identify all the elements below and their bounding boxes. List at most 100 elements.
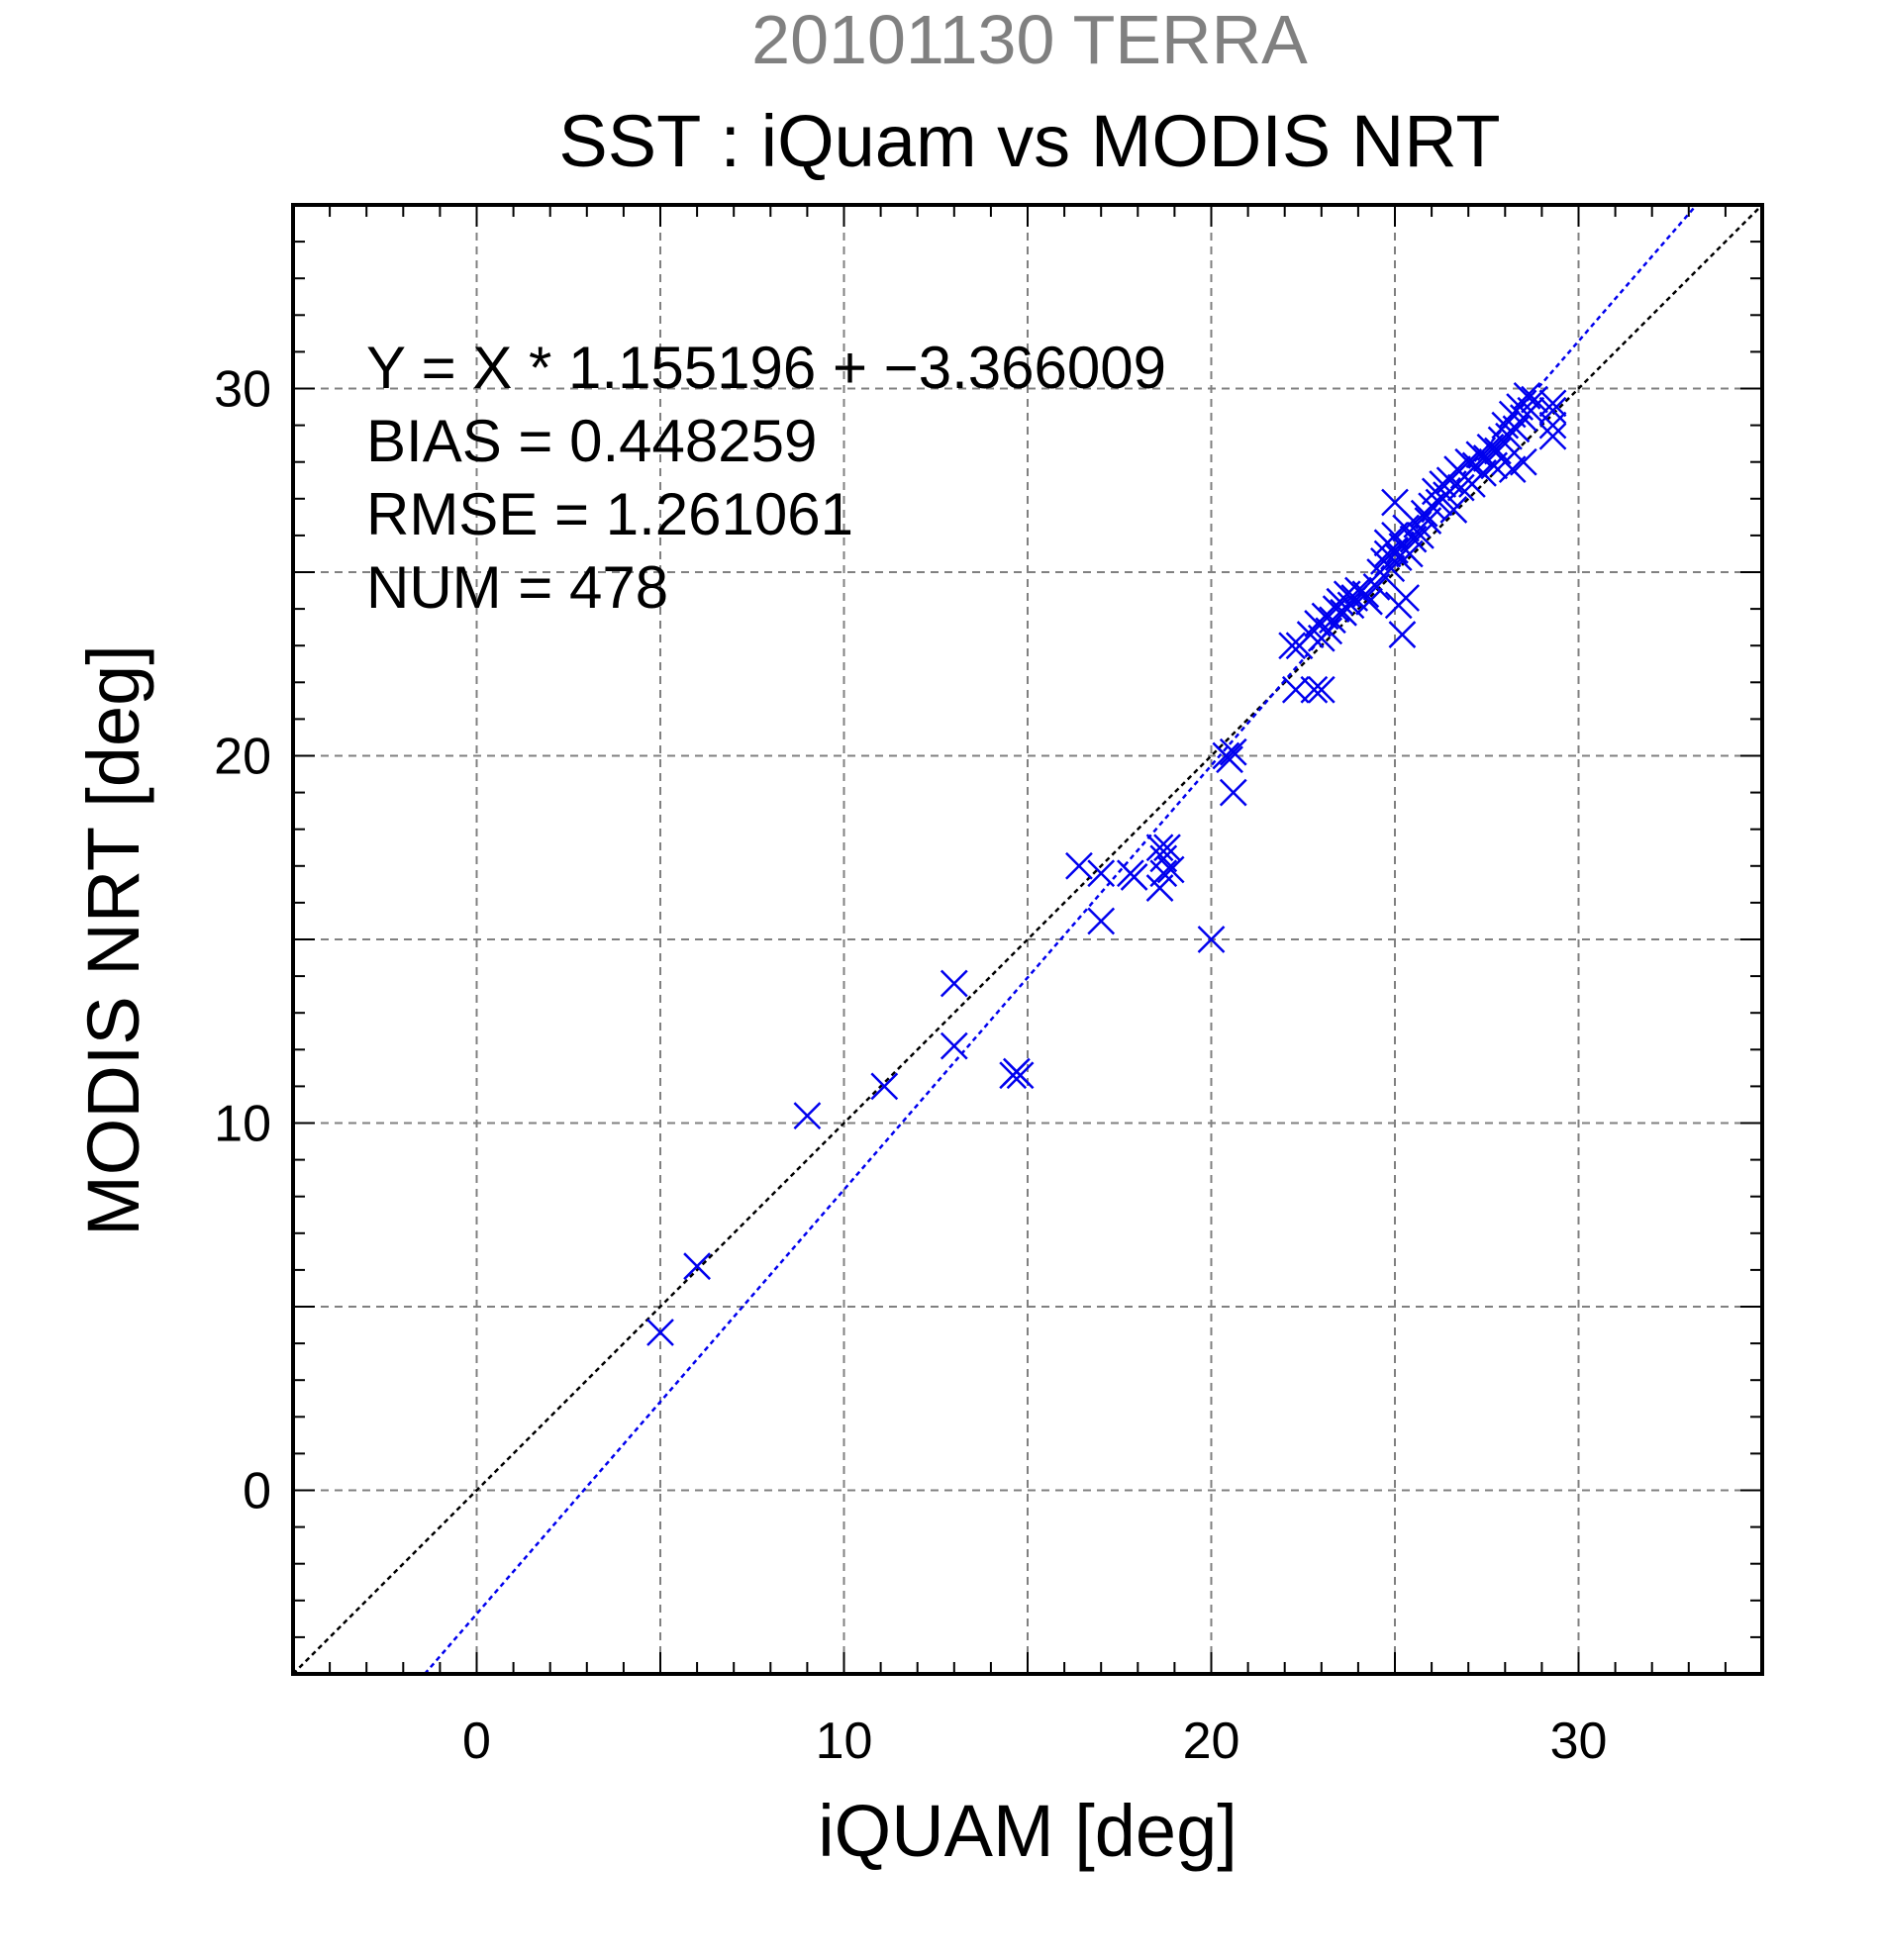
data-point-stroke [1483, 437, 1512, 465]
chart-title: SST : iQuam vs MODIS NRT [558, 100, 1500, 182]
data-point [1219, 737, 1247, 766]
rmse-annotation: RMSE = 1.261061 [366, 481, 853, 547]
data-point-stroke [1336, 591, 1365, 620]
data-point [1145, 833, 1174, 862]
data-point [1065, 851, 1093, 880]
data-point [1087, 859, 1116, 888]
num-annotation: NUM = 478 [366, 554, 668, 621]
data-point [1002, 1057, 1031, 1086]
fit-equation: Y = X * 1.155196 + −3.366009 [366, 335, 1166, 401]
data-point [1219, 778, 1247, 807]
data-point [1336, 591, 1365, 620]
data-point [1517, 396, 1545, 425]
data-point-stroke [1538, 389, 1567, 418]
data-point [1538, 422, 1567, 450]
data-point [646, 1319, 674, 1346]
data-point [1278, 632, 1307, 660]
data-point [683, 1252, 711, 1281]
data-point-stroke [1366, 558, 1395, 586]
data-point [1145, 874, 1174, 902]
data-point-stroke [1521, 385, 1548, 414]
data-point-stroke [1002, 1057, 1031, 1086]
x-tick-label: 30 [1550, 1713, 1608, 1770]
bias-annotation: BIAS = 0.448259 [366, 408, 817, 474]
y-tick-label: 10 [214, 1096, 271, 1153]
x-tick-label: 0 [462, 1713, 491, 1770]
data-point [1156, 855, 1185, 884]
data-point-stroke [1087, 859, 1116, 888]
data-point [1388, 621, 1417, 648]
data-point [1446, 473, 1475, 502]
data-point [1381, 488, 1409, 517]
data-point-stroke [1065, 851, 1093, 880]
data-point-stroke [683, 1252, 711, 1281]
data-point [1521, 385, 1548, 414]
data-point [1384, 543, 1413, 572]
data-point-stroke [1278, 632, 1307, 660]
data-point [1120, 863, 1148, 891]
data-point [1315, 617, 1343, 645]
data-point-stroke [870, 1072, 899, 1101]
data-point [1307, 675, 1336, 704]
stats-annotations: Y = X * 1.155196 + −3.366009 BIAS = 0.44… [366, 335, 1166, 621]
data-point-stroke [1381, 536, 1409, 564]
data-point [793, 1102, 822, 1129]
data-point [870, 1072, 899, 1101]
data-point-stroke [940, 1031, 968, 1060]
data-point [1216, 745, 1243, 774]
y-tick-label: 0 [243, 1463, 271, 1520]
data-point-stroke [1509, 447, 1537, 476]
data-point [1087, 907, 1116, 935]
data-point-stroke [1446, 473, 1475, 502]
x-tick-label: 20 [1183, 1713, 1240, 1770]
data-point-stroke [940, 969, 968, 998]
data-point-stroke [1439, 496, 1468, 524]
data-point-stroke [1388, 621, 1417, 648]
data-point-stroke [646, 1319, 674, 1346]
data-point-stroke [1381, 488, 1409, 517]
plot-frame [291, 203, 1764, 1676]
data-point-stroke [1513, 382, 1541, 410]
data-point [1538, 389, 1567, 418]
data-point [940, 969, 968, 998]
data-point-stroke [1149, 844, 1178, 873]
tick-labels: 0 10 20 30 0 10 20 30 [214, 361, 1607, 1771]
data-point [940, 1031, 968, 1060]
data-point-stroke [1517, 396, 1545, 425]
data-point [1538, 411, 1567, 440]
data-point-stroke [1384, 543, 1413, 572]
data-points [646, 382, 1567, 1346]
data-point-stroke [1087, 907, 1116, 935]
data-point-stroke [1392, 514, 1421, 542]
data-point-stroke [1538, 396, 1567, 425]
x-axis-label: iQUAM [deg] [818, 1790, 1238, 1872]
data-point [1197, 926, 1226, 953]
data-point-stroke [1197, 926, 1226, 953]
data-point-stroke [1407, 522, 1435, 549]
data-point [1366, 558, 1395, 586]
data-point-stroke [1216, 745, 1243, 774]
data-point-stroke [1538, 411, 1567, 440]
y-axis-label: MODIS NRT [deg] [72, 644, 154, 1236]
data-point [1538, 396, 1567, 425]
data-point-stroke [1392, 584, 1421, 612]
data-point-stroke [1219, 778, 1247, 807]
data-point-stroke [1355, 587, 1383, 616]
chart-suptitle: 20101130 TERRA [751, 1, 1308, 78]
data-point-stroke [1340, 584, 1369, 612]
grid [293, 205, 1762, 1674]
data-point [1355, 587, 1383, 616]
data-point [1392, 584, 1421, 612]
data-point [1300, 675, 1329, 704]
data-point-stroke [1300, 675, 1329, 704]
data-point-stroke [1219, 737, 1247, 766]
data-point-stroke [1120, 863, 1148, 891]
data-point [1509, 447, 1537, 476]
data-point-stroke [793, 1102, 822, 1129]
data-point-stroke [1145, 833, 1174, 862]
data-point-stroke [1538, 422, 1567, 450]
data-point [1439, 496, 1468, 524]
data-point-stroke [1156, 855, 1185, 884]
data-point-stroke [1307, 675, 1336, 704]
